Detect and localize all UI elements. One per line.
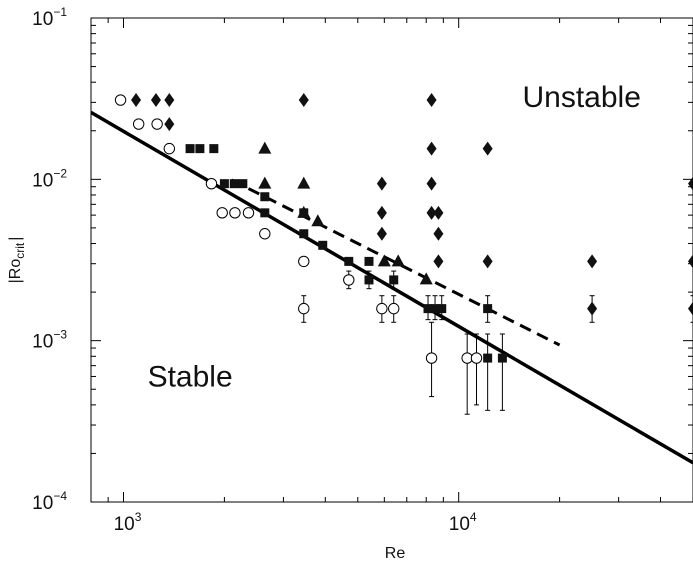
filled-diamond-point bbox=[587, 254, 598, 269]
y-tick-label: 10−1 bbox=[32, 5, 67, 30]
open-circle-point bbox=[114, 94, 127, 106]
x-tick-label: 103 bbox=[114, 510, 142, 535]
filled-triangle-point bbox=[297, 176, 311, 189]
filled-square-point bbox=[238, 179, 248, 189]
filled-diamond-point bbox=[426, 176, 437, 191]
filled-diamond-point bbox=[433, 205, 444, 220]
x-axis-label: Re bbox=[385, 545, 406, 562]
open-circle-point bbox=[425, 352, 438, 364]
filled-triangle-point bbox=[258, 176, 272, 189]
filled-diamond-point bbox=[164, 93, 175, 108]
filled-square-point bbox=[389, 275, 399, 285]
open-circle-point bbox=[216, 207, 228, 219]
open-circle-point bbox=[205, 177, 218, 190]
filled-square-point bbox=[299, 229, 309, 239]
filled-square-point bbox=[219, 179, 229, 189]
filled-diamond-point bbox=[298, 93, 309, 108]
open-circle-point bbox=[229, 207, 241, 219]
filled-diamond-point bbox=[482, 141, 493, 156]
filled-square-point bbox=[430, 304, 440, 314]
filled-square-point bbox=[209, 144, 219, 154]
region-label-stable: Stable bbox=[148, 360, 233, 393]
open-circle-point bbox=[163, 142, 176, 155]
filled-diamond-point bbox=[433, 226, 444, 241]
open-circle-point bbox=[242, 207, 255, 219]
solid-fit-line bbox=[91, 110, 693, 465]
open-circle-point bbox=[298, 302, 310, 315]
open-circle-point bbox=[470, 352, 483, 364]
filled-diamond-point bbox=[131, 93, 142, 108]
filled-triangle-point bbox=[297, 205, 311, 218]
filled-square-point bbox=[344, 256, 354, 266]
filled-diamond-point bbox=[482, 254, 493, 269]
filled-square-point bbox=[260, 208, 270, 218]
filled-diamond-point bbox=[688, 254, 693, 269]
filled-diamond-point bbox=[426, 205, 437, 220]
y-axis-label-end: | bbox=[7, 237, 24, 241]
filled-diamond-point bbox=[376, 176, 387, 191]
filled-diamond-point bbox=[587, 301, 598, 316]
open-circle-point bbox=[132, 118, 145, 130]
filled-diamond-point bbox=[426, 141, 437, 156]
filled-diamond-point bbox=[150, 93, 161, 108]
open-circle-point bbox=[151, 118, 163, 130]
filled-square-point bbox=[364, 256, 374, 266]
filled-triangle-point bbox=[419, 272, 433, 285]
filled-diamond-point bbox=[688, 301, 693, 316]
filled-square-point bbox=[497, 353, 507, 363]
filled-square-point bbox=[364, 275, 374, 285]
filled-square-point bbox=[185, 144, 195, 154]
filled-square-point bbox=[229, 179, 239, 189]
filled-diamond-point bbox=[376, 226, 387, 241]
region-label-unstable: Unstable bbox=[522, 81, 640, 114]
x-tick-label: 104 bbox=[449, 510, 477, 535]
y-tick-label: 10−3 bbox=[32, 328, 67, 353]
y-axis-label-subscript: crit bbox=[13, 242, 27, 259]
filled-diamond-point bbox=[164, 117, 175, 132]
filled-square-point bbox=[318, 240, 328, 250]
plot-frame bbox=[90, 17, 693, 503]
y-axis-label: |Rocrit| bbox=[7, 237, 27, 284]
open-circle-point bbox=[298, 255, 310, 268]
open-circle-point bbox=[343, 274, 355, 286]
filled-square-point bbox=[437, 304, 447, 314]
filled-triangle-point bbox=[311, 214, 325, 227]
y-axis-label-main: |Ro bbox=[7, 259, 24, 284]
open-circle-point bbox=[376, 302, 388, 315]
filled-diamond-point bbox=[376, 205, 387, 220]
y-tick-label: 10−2 bbox=[32, 166, 67, 191]
y-tick-label: 10−4 bbox=[32, 489, 67, 514]
filled-square-point bbox=[483, 353, 493, 363]
open-circle-point bbox=[388, 302, 400, 315]
filled-square-point bbox=[195, 144, 205, 154]
filled-triangle-point bbox=[377, 254, 391, 267]
filled-diamond-point bbox=[688, 176, 693, 191]
filled-diamond-point bbox=[426, 93, 437, 108]
filled-triangle-point bbox=[391, 254, 405, 267]
filled-square-point bbox=[423, 304, 433, 314]
open-circle-point bbox=[259, 228, 271, 240]
dashed-fit-line bbox=[230, 178, 561, 347]
filled-square-point bbox=[260, 192, 270, 202]
filled-square-point bbox=[483, 304, 493, 314]
filled-diamond-point bbox=[433, 254, 444, 269]
filled-triangle-point bbox=[258, 141, 272, 154]
